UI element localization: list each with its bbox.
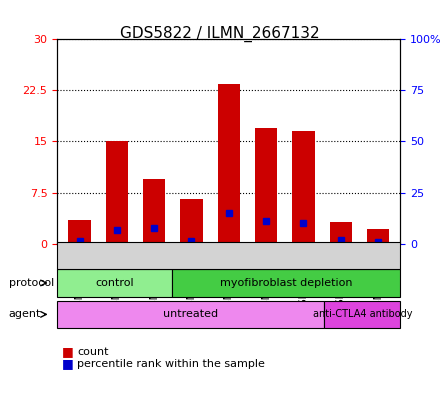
Bar	[106, 141, 128, 244]
Text: percentile rank within the sample: percentile rank within the sample	[77, 358, 265, 369]
Bar	[255, 128, 277, 244]
Text: GDS5822 / ILMN_2667132: GDS5822 / ILMN_2667132	[120, 26, 320, 42]
Text: ■: ■	[62, 345, 73, 358]
Text: agent: agent	[9, 309, 41, 320]
Text: count: count	[77, 347, 109, 357]
Bar	[330, 222, 352, 244]
Text: control: control	[95, 278, 134, 288]
Bar	[218, 84, 240, 244]
Text: anti-CTLA4 antibody: anti-CTLA4 antibody	[312, 309, 412, 320]
Bar	[143, 179, 165, 244]
Bar	[68, 220, 91, 244]
Bar	[292, 131, 315, 244]
Bar	[180, 199, 203, 244]
Text: ■: ■	[62, 357, 73, 370]
Text: protocol: protocol	[9, 278, 54, 288]
Text: untreated: untreated	[163, 309, 218, 320]
Bar	[367, 229, 389, 244]
Text: myofibroblast depletion: myofibroblast depletion	[220, 278, 352, 288]
